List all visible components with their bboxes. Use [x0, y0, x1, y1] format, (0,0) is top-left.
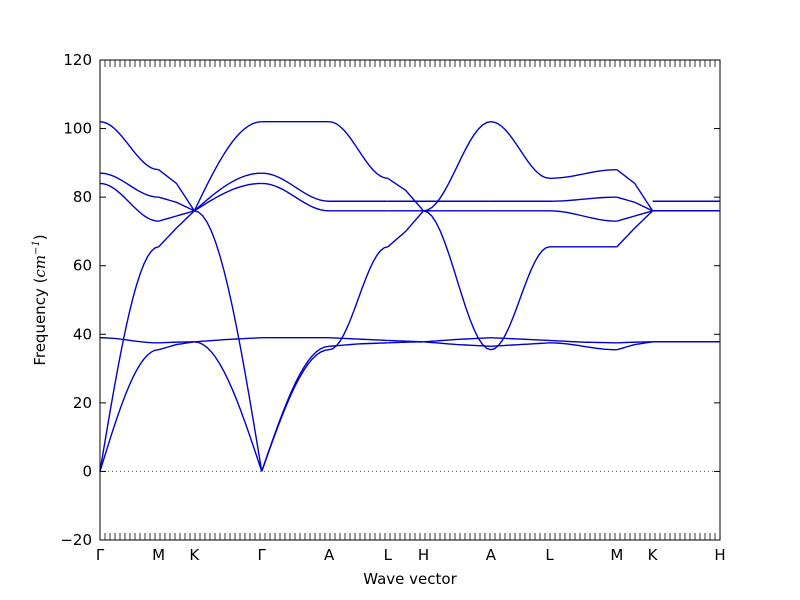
- x-tick-label-4: A: [324, 546, 335, 564]
- x-axis-label: Wave vector: [363, 570, 457, 588]
- band-line-seg9-b2: [616, 210, 654, 248]
- y-tick-label: 20: [73, 394, 92, 412]
- y-tick-label: −20: [60, 531, 92, 549]
- axes: −20 0 20 40 60 80 100 120 Γ M K Γ A L H A L M K H: [60, 51, 725, 564]
- x-tick-label-3: Γ: [258, 546, 267, 564]
- x-tick-label-2: K: [189, 546, 200, 564]
- band-line-seg9-b3: [616, 210, 653, 222]
- x-tick-label-7: A: [486, 546, 497, 564]
- x-tick-label-11: H: [714, 546, 725, 564]
- x-tick-label-8: L: [545, 546, 554, 564]
- x-tick-label-10: K: [648, 546, 659, 564]
- band-line-seg3-b1: [261, 345, 330, 472]
- band-line-seg4-b1: [329, 342, 388, 347]
- band-line-seg0-b3: [99, 182, 159, 222]
- x-tick-label-9: M: [610, 546, 623, 564]
- band-line-seg4-b2: [329, 337, 388, 342]
- band-line-seg8-b5: [549, 169, 617, 179]
- x-tick-label-0: Γ: [96, 546, 105, 564]
- band-line-seg7-b1: [490, 342, 550, 347]
- y-axis-label: Frequency (cm−1): [31, 234, 49, 365]
- band-line-seg2-b5: [193, 121, 262, 212]
- band-line-seg6-b2: [423, 210, 492, 351]
- band-line-seg1-b0: [158, 341, 195, 351]
- band-line-seg5-b1: [387, 339, 424, 343]
- band-line-seg4-b0: [328, 246, 388, 351]
- y-axis-label-text: Frequency (: [31, 278, 49, 366]
- band-line-seg9-b5: [616, 169, 654, 212]
- band-line-seg1-b5: [158, 169, 195, 212]
- band-line-seg1-b3: [158, 210, 195, 222]
- band-line-seg8-b0: [549, 342, 617, 351]
- x-tick-label-6: H: [418, 546, 429, 564]
- y-tick-label: 60: [73, 257, 92, 275]
- band-line-seg0-b2: [99, 337, 159, 344]
- band-line-seg9-b0: [616, 341, 653, 351]
- band-line-seg0-b4: [99, 172, 159, 198]
- band-line-seg2-b1: [194, 337, 262, 343]
- band-line-seg7-b5: [490, 121, 550, 179]
- band-line-seg3-b3: [261, 182, 330, 212]
- band-line-seg2-b2: [194, 210, 263, 472]
- band-line-seg6-b5: [423, 121, 492, 212]
- x-tick-label-1: M: [152, 546, 165, 564]
- band-line-seg0-b1: [99, 246, 159, 472]
- y-tick-label: 40: [73, 325, 92, 343]
- band-line-seg0-b5: [99, 121, 159, 171]
- y-tick-label: 0: [82, 462, 92, 480]
- band-line-seg8-b3: [549, 210, 617, 222]
- x-tick-label-5: L: [384, 546, 393, 564]
- band-line-seg8-b1: [549, 339, 617, 344]
- band-line-seg7-b2: [490, 337, 550, 342]
- y-tick-label: 100: [63, 120, 92, 138]
- band-line-seg6-b1: [423, 337, 491, 343]
- band-line-seg7-b0: [490, 246, 550, 351]
- y-tick-label: 120: [63, 51, 92, 69]
- band-line-seg2-b0: [194, 341, 263, 472]
- band-lines: [99, 121, 720, 472]
- y-axis-label-close: ): [31, 234, 49, 240]
- y-axis-label-math: cm: [31, 255, 49, 278]
- band-line-seg8-b4: [549, 196, 617, 202]
- band-line-seg5-b5: [387, 177, 425, 212]
- band-line-seg3-b4: [261, 172, 330, 202]
- band-line-seg5-b2: [387, 210, 425, 248]
- band-line-seg4-b5: [329, 121, 388, 179]
- band-line-seg2-b4: [193, 172, 262, 212]
- y-tick-label: 80: [73, 188, 92, 206]
- band-line-seg1-b4: [158, 196, 195, 212]
- band-line-seg6-b0: [423, 341, 491, 347]
- band-line-seg9-b1: [616, 341, 653, 344]
- y-axis-label-exponent: −1: [31, 240, 42, 255]
- band-line-seg2-b3: [193, 182, 262, 212]
- band-line-seg0-b0: [99, 349, 159, 472]
- band-line-seg1-b1: [158, 341, 195, 344]
- band-line-seg9-b4: [616, 196, 653, 212]
- band-line-seg1-b2: [158, 210, 195, 248]
